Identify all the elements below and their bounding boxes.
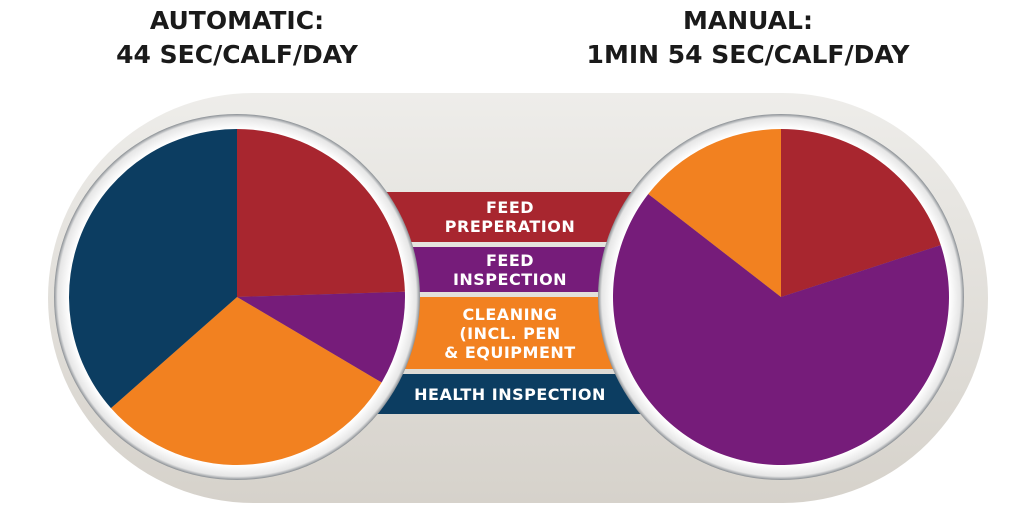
legend-label-line: HEALTH INSPECTION	[414, 384, 606, 404]
automatic-slice-3	[68, 129, 238, 409]
legend-label-line: INSPECTION	[452, 269, 568, 289]
legend-label-3: HEALTH INSPECTION	[390, 374, 630, 414]
automatic-slice-2	[110, 297, 382, 465]
manual-title-line-2: 1MIN 54 SEC/CALF/DAY	[586, 40, 910, 69]
legend-label-1: FEED INSPECTION	[390, 247, 630, 292]
manual-title-line-1: MANUAL:	[683, 6, 813, 35]
automatic-title: AUTOMATIC: 44 SEC/CALF/DAY	[37, 4, 437, 72]
legend-label-line: PREPERATION	[444, 217, 576, 236]
automatic-slice-0	[237, 129, 405, 297]
automatic-slice-1	[237, 291, 406, 383]
legend-label-line: (INCL. PEN	[459, 323, 561, 343]
manual-slice-2	[648, 129, 781, 297]
legend-label-line: CLEANING	[462, 304, 558, 324]
legend-label-line: & EQUIPMENT	[444, 342, 576, 362]
legend-label-line: FEED	[485, 250, 535, 270]
manual-slice-1	[612, 194, 949, 466]
legend-label-0: FEED PREPERATION	[390, 192, 630, 242]
manual-slice-0	[781, 129, 941, 297]
legend-label-line: FEED	[485, 198, 535, 217]
automatic-title-line-2: 44 SEC/CALF/DAY	[116, 40, 358, 69]
legend-label-2: CLEANING (INCL. PEN & EQUIPMENT	[390, 297, 630, 369]
automatic-title-line-1: AUTOMATIC:	[149, 6, 325, 35]
manual-title: MANUAL: 1MIN 54 SEC/CALF/DAY	[548, 4, 948, 72]
